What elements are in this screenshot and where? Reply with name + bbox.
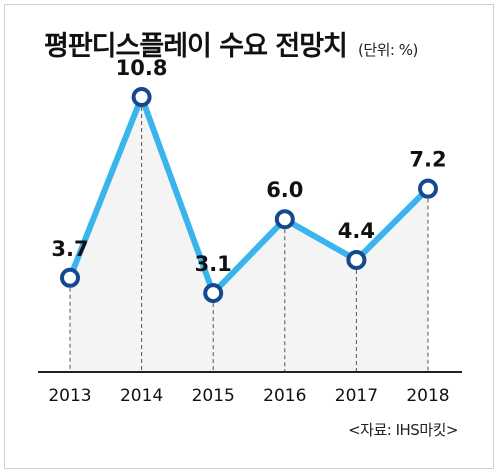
source-note: <자료: IHS마킷> xyxy=(348,421,458,439)
x-tick-labels: 2013 2014 2015 2016 2017 2018 xyxy=(48,386,449,406)
x-tick-2015: 2015 xyxy=(192,386,235,406)
chart-frame xyxy=(4,4,494,469)
data-points xyxy=(60,87,438,304)
series-line xyxy=(67,88,431,299)
data-label-2017: 4.4 xyxy=(338,219,375,243)
data-point-2015 xyxy=(203,283,224,304)
x-tick-2016: 2016 xyxy=(263,386,306,406)
data-label-2013: 3.7 xyxy=(51,237,88,261)
data-label-2014: 10.8 xyxy=(116,56,168,80)
data-label-2016: 6.0 xyxy=(266,178,303,202)
data-label-2018: 7.2 xyxy=(409,148,446,172)
data-point-2016 xyxy=(274,209,295,230)
data-point-2014 xyxy=(131,87,152,108)
data-labels: 3.7 10.8 3.1 6.0 4.4 7.2 xyxy=(51,56,446,276)
x-tick-2013: 2013 xyxy=(48,386,91,406)
x-tick-2017: 2017 xyxy=(335,386,378,406)
chart-title: 평판디스플레이 수요 전망치 xyxy=(44,31,348,62)
area-fill xyxy=(70,97,428,372)
data-point-2013 xyxy=(60,267,80,288)
x-tick-2014: 2014 xyxy=(120,386,163,406)
data-point-2017 xyxy=(346,249,367,270)
unit-label: (단위: %) xyxy=(357,41,418,59)
data-label-2015: 3.1 xyxy=(195,252,232,276)
data-point-2018 xyxy=(418,178,438,199)
title-row: 평판디스플레이 수요 전망치 (단위: %) xyxy=(44,24,418,63)
x-tick-2018: 2018 xyxy=(406,386,449,406)
dash-guides xyxy=(69,107,429,372)
